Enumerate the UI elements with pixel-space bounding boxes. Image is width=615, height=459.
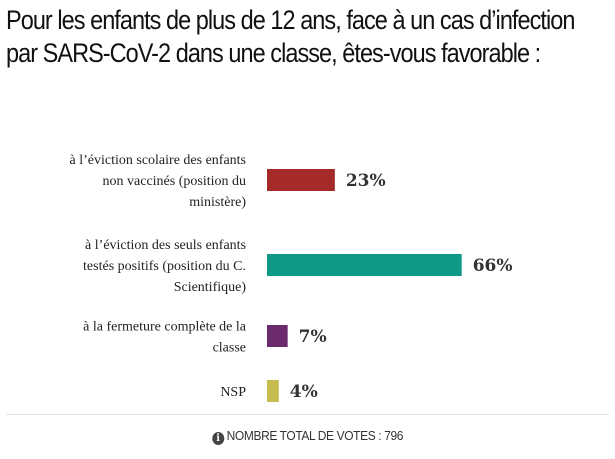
result-bar <box>267 380 279 402</box>
option-label-line: non vaccinés (position du <box>103 174 246 189</box>
result-bar <box>267 325 288 347</box>
total-votes: i NOMBRE TOTAL DE VOTES : 796 <box>25 428 591 445</box>
percentage-label: 4% <box>290 382 318 402</box>
footer-divider <box>6 414 609 415</box>
percentage-label: 66% <box>473 256 513 276</box>
option-label-line: à l’éviction scolaire des enfants <box>70 153 246 168</box>
result-bar <box>267 169 335 191</box>
info-icon: i <box>211 432 224 445</box>
option-label-line: ministère) <box>189 195 246 210</box>
option-label-line: à l’éviction des seuls enfants <box>85 238 246 253</box>
result-bar <box>267 254 462 276</box>
option-label-line: NSP <box>220 385 246 400</box>
option-label-line: classe <box>213 341 246 356</box>
total-votes-label: NOMBRE TOTAL DE VOTES : 796 <box>226 428 404 443</box>
option-label-line: à la fermeture complète de la <box>83 320 247 335</box>
poll-results-chart: à l’éviction scolaire des enfants non vac… <box>70 153 513 402</box>
option-label-line: testés positifs (position du C. <box>83 259 246 274</box>
percentage-label: 7% <box>299 327 327 347</box>
percentage-label: 23% <box>346 171 386 191</box>
poll-title: Pour les enfants de plus de 12 ans, face… <box>6 5 575 68</box>
option-label-line: Scientifique) <box>174 280 247 295</box>
